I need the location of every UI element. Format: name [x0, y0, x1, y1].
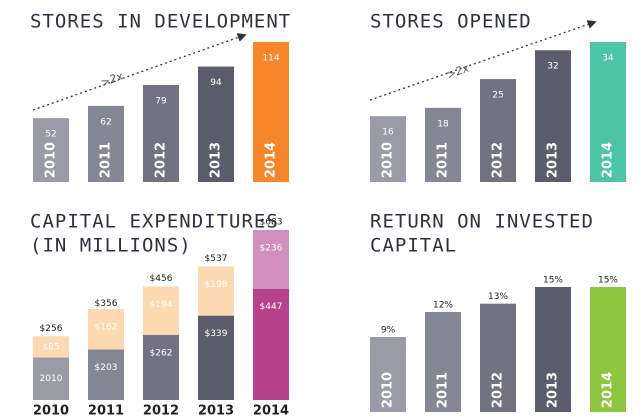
value-label: 9%	[381, 326, 396, 336]
segment-label: $236	[260, 244, 283, 254]
segment-label: $339	[205, 329, 228, 339]
chart-title: Stores in Development	[30, 11, 291, 33]
segment-label: $194	[150, 300, 173, 310]
segment-label: $162	[95, 323, 118, 333]
value-label: 15%	[543, 276, 563, 286]
bar	[425, 107, 461, 182]
category-label: 2012	[491, 142, 506, 178]
chart-title: Return on Invested	[370, 211, 594, 233]
bar-segment	[33, 357, 69, 400]
value-label: 13%	[488, 292, 508, 302]
bar	[253, 42, 289, 182]
category-label: 2011	[88, 404, 124, 419]
bar-segment	[198, 315, 234, 400]
bar-segment	[88, 309, 124, 350]
category-label: 2014	[601, 142, 616, 178]
segment-label: $203	[95, 363, 118, 373]
value-label: 34	[602, 54, 614, 64]
segment-label: $447	[260, 302, 283, 312]
value-label: 12%	[433, 301, 453, 311]
category-label: 2013	[546, 372, 561, 408]
total-label: $456	[150, 274, 173, 284]
total-label: $683	[260, 218, 283, 228]
total-label: $256	[40, 324, 63, 334]
total-label: $356	[95, 299, 118, 309]
value-label: 52	[45, 130, 56, 140]
bar-segment	[143, 286, 179, 335]
category-label: 2011	[436, 372, 451, 408]
category-label: 2011	[99, 142, 114, 178]
category-label: 2010	[44, 142, 59, 178]
chart-title: Capital	[370, 235, 457, 257]
category-label: 2013	[198, 404, 234, 419]
total-label: $537	[205, 254, 228, 264]
bar	[535, 50, 571, 183]
bar-segment	[143, 334, 179, 400]
category-label: 2012	[154, 142, 169, 178]
value-label: 25	[492, 91, 503, 101]
category-label: 2010	[33, 404, 69, 419]
category-label: 2010	[381, 142, 396, 178]
bar	[88, 105, 124, 182]
bar	[480, 79, 516, 182]
value-label: 94	[210, 78, 222, 88]
bar	[535, 287, 571, 412]
bar	[370, 337, 406, 412]
category-label: 2013	[209, 142, 224, 178]
bar-segment	[253, 288, 289, 400]
bar	[590, 287, 626, 412]
value-label: 114	[262, 54, 279, 64]
category-label: 2014	[264, 142, 279, 178]
value-label: 18	[437, 119, 449, 129]
bar-segment	[253, 230, 289, 289]
category-label: 2010	[381, 372, 396, 408]
bar-segment	[198, 266, 234, 316]
chart-title: Stores Opened	[370, 11, 532, 33]
category-label: 2013	[546, 142, 561, 178]
bar	[590, 42, 626, 182]
category-label: 2012	[491, 372, 506, 408]
bar	[143, 84, 179, 182]
category-label: 2012	[143, 404, 179, 419]
category-label: 2014	[253, 404, 289, 419]
annotation: >2x	[445, 61, 471, 81]
value-label: 16	[382, 128, 394, 138]
value-label: 79	[155, 96, 167, 106]
category-label: 2011	[436, 142, 451, 178]
annotation: >2x	[99, 69, 125, 89]
segment-annotation: 2010	[40, 374, 63, 384]
value-label: 32	[547, 62, 558, 72]
bar-segment	[88, 349, 124, 400]
category-label: 2014	[601, 372, 616, 408]
value-label: 15%	[598, 276, 618, 286]
bar	[198, 66, 234, 182]
segment-label: $85	[42, 342, 59, 352]
segment-label: $262	[150, 348, 173, 358]
bar	[370, 116, 406, 182]
bar-segment	[33, 336, 69, 358]
chart-title: Capital Expenditures	[30, 211, 279, 233]
bar	[480, 303, 516, 412]
segment-label: $198	[205, 280, 228, 290]
bar	[425, 312, 461, 412]
value-label: 62	[100, 117, 111, 127]
bar	[33, 118, 69, 182]
chart-title: (in millions)	[30, 235, 192, 257]
